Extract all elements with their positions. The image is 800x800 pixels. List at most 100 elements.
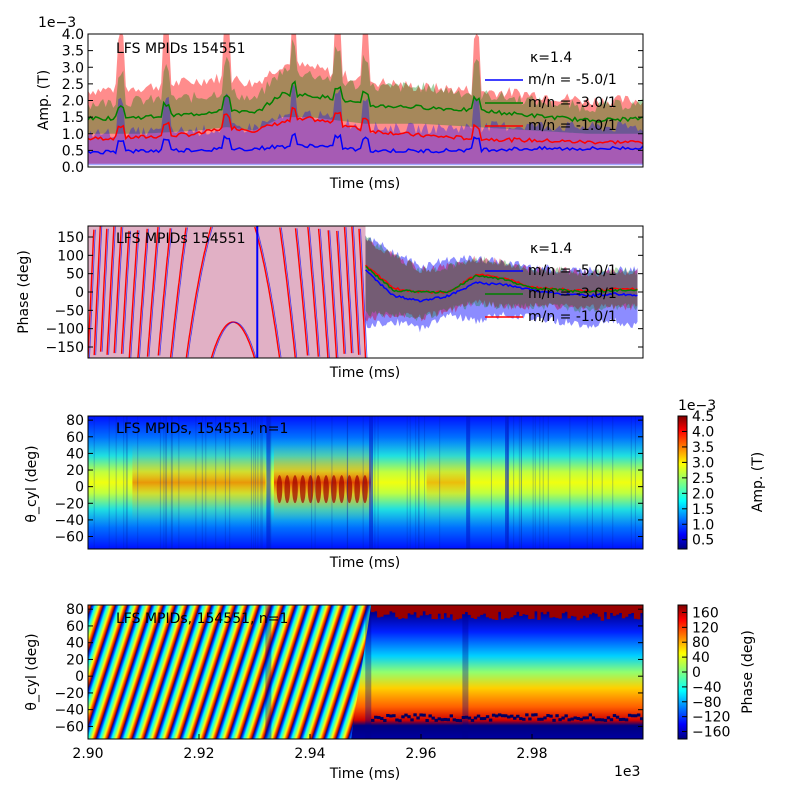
heatmap-phase-bottom-edge (597, 718, 602, 722)
heatmap-amp-hot-region (426, 444, 466, 521)
heatmap-phase-top-edge (525, 605, 529, 615)
heatmap-phase-bottom-edge (522, 717, 526, 721)
heatmap-amp-streak (490, 416, 492, 549)
heatmap-phase-top-edge (591, 605, 596, 613)
heatmap-phase-top-edge (440, 605, 444, 619)
colorbar-tick-label: −40 (692, 680, 722, 696)
heatmap-amp-streak (171, 416, 173, 549)
panel-title-2: LFS MPIDs 154551 (116, 231, 246, 247)
heatmap-phase-top-edge (507, 605, 511, 619)
heatmap-phase-top-edge (573, 605, 577, 617)
heatmap-phase-top-edge (434, 605, 438, 620)
heatmap-amp-peak (307, 475, 314, 504)
heatmap-phase-bottom-edge (422, 713, 426, 717)
heatmap-phase (88, 605, 643, 739)
heatmap-phase-top-edge (579, 605, 583, 619)
heatmap-phase-bottom-edge (603, 718, 608, 722)
heatmap-phase-top-edge (410, 605, 414, 615)
heatmap-phase-top-edge (431, 605, 435, 620)
heatmap-phase-bottom-edge (488, 718, 493, 722)
y-tick-label-4: 20 (66, 652, 84, 668)
heatmap-phase-bottom-edge (401, 715, 405, 719)
heatmap-phase-bottom-edge (612, 714, 617, 718)
heatmap-phase-top-edge (633, 605, 638, 619)
axes-frame-4 (87, 604, 644, 740)
y-tick-label-3: 80 (66, 413, 84, 429)
y-tick-label-1: 0.5 (62, 143, 84, 159)
heatmap-phase-bottom-edge (516, 714, 520, 718)
heatmap-phase-top-edge (552, 605, 556, 618)
colorbar-tick-label: 160 (692, 605, 719, 621)
heatmap-phase-bottom-edge (410, 718, 414, 722)
heatmap-amp-streak (409, 416, 411, 549)
heatmap-phase-bottom-edge (624, 718, 629, 722)
heatmap-phase-bottom-edge (540, 717, 544, 721)
heatmap-phase-top-edge (470, 605, 475, 618)
heatmap-phase-top-edge (555, 605, 559, 618)
heatmap-phase-bottom-edge (621, 717, 626, 721)
colorbar-offset-label: 1e−3 (678, 398, 716, 414)
heatmap-phase-bottom-edge (510, 714, 514, 718)
heatmap-phase-bottom-edge (546, 714, 550, 718)
heatmap-phase-top-edge (449, 605, 454, 615)
y-axis-label-2: Phase (deg) (16, 250, 32, 334)
heatmap-phase-bottom-edge (600, 718, 605, 722)
phase-oscillation-blue (89, 226, 368, 358)
heatmap-phase-bottom-edge (479, 717, 484, 721)
colorbar-amplitude (677, 415, 688, 550)
heatmap-phase-bottom-edge (461, 715, 466, 719)
heatmap-amp-streak (362, 416, 364, 549)
panel-phase: 150 100 50 0 −50 −100 −150 Phase (deg) Time (m… (16, 225, 644, 381)
colorbar-tick-label: 120 (692, 620, 719, 636)
heatmap-amp-streak (205, 416, 207, 549)
heatmap-phase-bottom-edge (570, 717, 574, 721)
x-axis-label-2: Time (ms) (329, 365, 401, 381)
y-tick-label-3: 60 (66, 430, 84, 446)
heatmap-amp-peak (276, 475, 283, 504)
heatmap-phase-top-edge (504, 605, 508, 619)
panel-title-4: LFS MPIDs, 154551, n=1 (116, 611, 288, 627)
heatmap-phase-top-edge (494, 605, 499, 620)
heatmap-amp-streak (115, 416, 117, 549)
colorbar-tick-label: −160 (692, 725, 730, 741)
heatmap-phase-bottom-edge (425, 719, 429, 723)
heatmap-phase-top-edge (606, 605, 611, 620)
heatmap-phase-top-edge (413, 605, 417, 613)
heatmap-phase-top-edge (615, 605, 620, 615)
series-line-amp-3 (88, 106, 643, 145)
heatmap-phase-bottom-edge (452, 718, 457, 722)
heatmap-amp-streak (520, 416, 522, 549)
heatmap-amp-peak (362, 475, 368, 504)
heatmap-amp-streak (165, 416, 167, 549)
heatmap-phase-top-edge (561, 605, 565, 614)
heatmap-phase-top-edge (618, 605, 623, 613)
heatmap-amp-streak (215, 416, 217, 549)
heatmap-phase-bottom-edge (437, 717, 441, 721)
heatmap-phase-bottom-edge (476, 714, 481, 718)
heatmap-amplitude (88, 416, 643, 549)
colorbar-label-phase: Phase (deg) (740, 630, 756, 714)
heatmap-amp-gap (266, 416, 271, 549)
heatmap-amp-streak (195, 416, 197, 549)
heatmap-phase-bottom-edge (494, 714, 499, 718)
y-tick-label-4: −40 (54, 703, 84, 719)
heatmap-phase-stripes (88, 605, 372, 739)
heatmap-phase-top-edge (558, 605, 562, 619)
heatmap-phase-bottom-edge (389, 714, 393, 718)
heatmap-phase-bottom-edge (627, 713, 632, 717)
heatmap-amp-streak (257, 416, 259, 549)
legend-title-1: κ=1.4 (530, 50, 572, 66)
x-tick-label: 2.90 (72, 746, 103, 762)
heatmap-phase-bottom-edge (443, 717, 447, 721)
heatmap-phase-top-edge (416, 605, 420, 618)
heatmap-amp-streak (123, 416, 125, 549)
heatmap-phase-bottom-edge (446, 718, 450, 722)
heatmap-phase-top-edge (576, 605, 580, 621)
y-tick-label-1: 3.0 (62, 60, 84, 76)
band-amp-1 (88, 82, 643, 166)
heatmap-amp-streak (311, 416, 313, 549)
band-phase-3 (365, 238, 638, 322)
heatmap-phase-top-edge (380, 605, 384, 617)
heatmap-amp-peak (284, 475, 291, 504)
